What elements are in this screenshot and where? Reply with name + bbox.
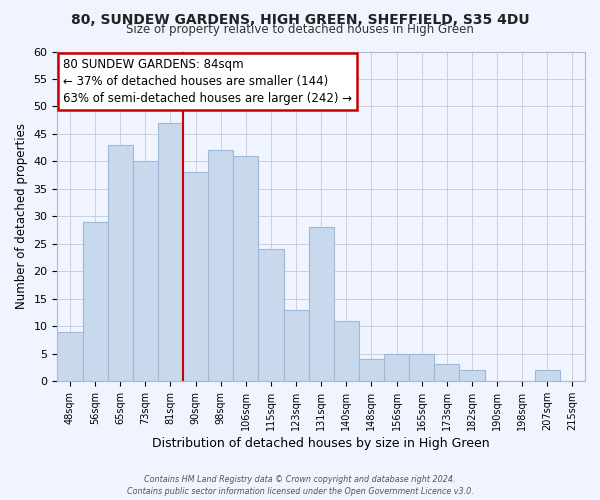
Text: 80 SUNDEW GARDENS: 84sqm
← 37% of detached houses are smaller (144)
63% of semi-: 80 SUNDEW GARDENS: 84sqm ← 37% of detach… <box>62 58 352 105</box>
Bar <box>233 156 259 381</box>
Bar <box>83 222 107 381</box>
Bar <box>58 332 83 381</box>
Bar <box>409 354 434 381</box>
Text: Size of property relative to detached houses in High Green: Size of property relative to detached ho… <box>126 22 474 36</box>
X-axis label: Distribution of detached houses by size in High Green: Distribution of detached houses by size … <box>152 437 490 450</box>
Bar <box>259 249 284 381</box>
Bar <box>535 370 560 381</box>
Bar <box>460 370 485 381</box>
Bar <box>158 123 183 381</box>
Text: Contains HM Land Registry data © Crown copyright and database right 2024.
Contai: Contains HM Land Registry data © Crown c… <box>127 474 473 496</box>
Y-axis label: Number of detached properties: Number of detached properties <box>15 123 28 309</box>
Bar <box>133 162 158 381</box>
Bar <box>334 320 359 381</box>
Bar <box>434 364 460 381</box>
Bar <box>208 150 233 381</box>
Bar <box>308 227 334 381</box>
Bar <box>359 359 384 381</box>
Bar <box>183 172 208 381</box>
Text: 80, SUNDEW GARDENS, HIGH GREEN, SHEFFIELD, S35 4DU: 80, SUNDEW GARDENS, HIGH GREEN, SHEFFIEL… <box>71 12 529 26</box>
Bar <box>384 354 409 381</box>
Bar <box>107 145 133 381</box>
Bar <box>284 310 308 381</box>
